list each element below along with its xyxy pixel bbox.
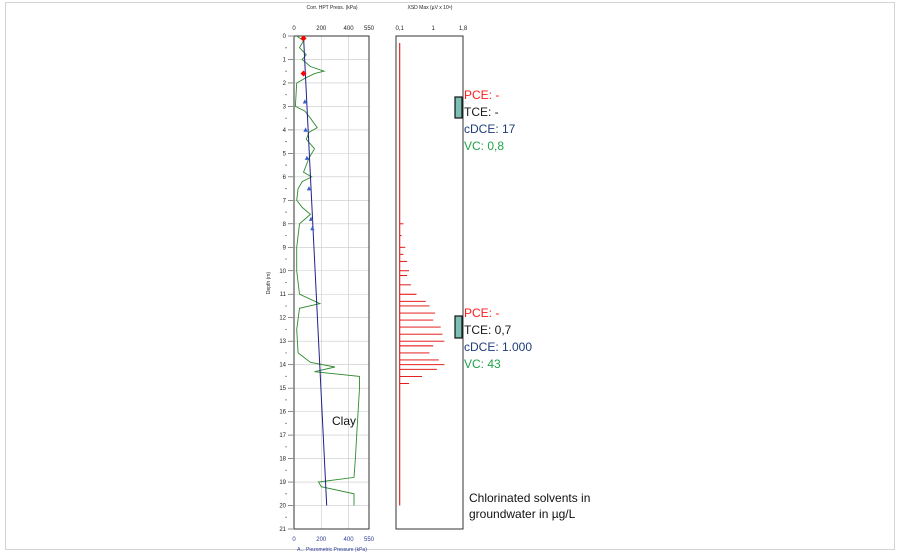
- left-top-axis-label: Corr. HPT Press. (kPa): [306, 5, 357, 11]
- annotation-cdce: cDCE: 1.000: [464, 340, 533, 354]
- annotation-pce: PCE: -: [464, 88, 500, 102]
- left-top-tick-label: 550: [364, 26, 375, 32]
- y-tick-label: 4: [283, 128, 287, 134]
- y-tick-label: 15: [279, 386, 286, 392]
- right-top-axis-label: XSD Max (µV x 10⁶): [408, 5, 453, 11]
- y-tick-label: 21: [279, 527, 286, 533]
- y-minor-tick: [285, 94, 287, 96]
- y-minor-tick: [285, 305, 287, 307]
- y-minor-tick: [285, 399, 287, 401]
- left-bottom-axis-label: A... Piezometric Pressure (kPa): [297, 547, 367, 553]
- note-line: groundwater in µg/L: [469, 507, 576, 521]
- hpt-pressure-line: [294, 35, 360, 506]
- y-tick-label: 8: [283, 222, 287, 228]
- pressure-triangle-marker: [304, 155, 310, 160]
- y-minor-tick: [285, 258, 287, 260]
- left-top-tick-label: 200: [316, 26, 327, 32]
- pressure-triangle-marker: [302, 99, 308, 104]
- y-minor-tick: [285, 422, 287, 424]
- y-tick-label: 6: [283, 175, 287, 181]
- y-tick-label: 0: [283, 34, 287, 40]
- left-bottom-tick-label: 400: [344, 537, 355, 543]
- left-bottom-tick-label: 200: [316, 537, 327, 543]
- annotation-vc: VC: 0,8: [464, 139, 505, 153]
- piezometric-line: [303, 35, 328, 506]
- y-minor-tick: [285, 234, 287, 237]
- note: Chlorinated solvents in groundwater in µ…: [469, 490, 590, 522]
- y-minor-tick: [285, 164, 287, 166]
- y-minor-tick: [285, 469, 287, 471]
- y-tick-label: 17: [279, 433, 286, 439]
- annotation-pce: PCE: -: [464, 306, 500, 320]
- y-minor-tick: [285, 70, 287, 72]
- annotation-vc: VC: 43: [464, 357, 501, 371]
- y-tick-label: 18: [279, 457, 286, 463]
- note-line: Chlorinated solvents in: [469, 491, 591, 505]
- y-minor-tick: [285, 516, 287, 518]
- y-tick-label: 16: [279, 410, 286, 416]
- pressure-triangle-marker: [308, 216, 314, 221]
- y-tick-label: 12: [279, 316, 286, 322]
- y-minor-tick: [285, 352, 287, 354]
- left-top-tick-label: 400: [344, 26, 355, 32]
- y-tick-label: 20: [279, 504, 286, 510]
- clay-label: Clay: [332, 414, 357, 428]
- left-top-tick-label: 0: [292, 26, 296, 32]
- y-tick-label: 5: [283, 151, 287, 157]
- pressure-diamond-marker: [300, 70, 307, 77]
- right-top-tick-label: 1: [432, 26, 436, 32]
- left-bottom-tick-label: 0: [292, 537, 296, 543]
- left-panel-border: [293, 35, 370, 530]
- y-tick-label: 7: [283, 198, 287, 204]
- y-tick-label: 13: [279, 339, 286, 345]
- sample-box-upper: [454, 96, 463, 119]
- slide-frame: [5, 2, 895, 550]
- sample-box-lower: [454, 315, 463, 339]
- right-panel-border: [395, 35, 464, 530]
- y-tick-label: 14: [279, 363, 286, 369]
- y-tick-label: 3: [283, 104, 287, 110]
- y-minor-tick: [285, 117, 287, 119]
- y-tick-label: 11: [280, 292, 287, 298]
- annotation-tce: TCE: 0,7: [464, 323, 512, 337]
- annotation-lower: PCE: - TCE: 0,7 cDCE: 1.000 VC: 43: [464, 305, 532, 373]
- y-minor-tick: [285, 446, 287, 448]
- right-top-tick-label: 1,8: [459, 26, 468, 32]
- y-tick-label: 1: [283, 57, 287, 63]
- right-top-tick-label: 0,1: [396, 26, 405, 32]
- y-tick-label: 9: [283, 245, 287, 251]
- y-axis-label: Depth (m): [266, 272, 272, 295]
- annotation-tce: TCE: -: [464, 105, 499, 119]
- pressure-diamond-marker: [300, 35, 307, 42]
- left-bottom-tick-label: 550: [364, 537, 375, 543]
- annotation-cdce: cDCE: 17: [464, 122, 516, 136]
- pressure-triangle-marker: [310, 226, 315, 231]
- annotation-upper: PCE: - TCE: - cDCE: 17 VC: 0,8: [464, 87, 515, 155]
- pressure-triangle-marker: [303, 127, 308, 132]
- y-minor-tick: [285, 211, 287, 213]
- left-panel-grid: [293, 35, 369, 530]
- y-minor-tick: [285, 187, 287, 190]
- y-minor-tick: [285, 493, 287, 495]
- y-tick-label: 2: [283, 81, 287, 87]
- y-minor-tick: [285, 141, 287, 143]
- y-minor-tick: [285, 281, 287, 284]
- pressure-triangle-marker: [306, 186, 312, 191]
- y-tick-label: 10: [279, 269, 286, 275]
- y-minor-tick: [285, 328, 287, 331]
- y-minor-tick: [285, 47, 287, 49]
- y-minor-tick: [285, 375, 287, 378]
- y-tick-label: 19: [279, 480, 286, 486]
